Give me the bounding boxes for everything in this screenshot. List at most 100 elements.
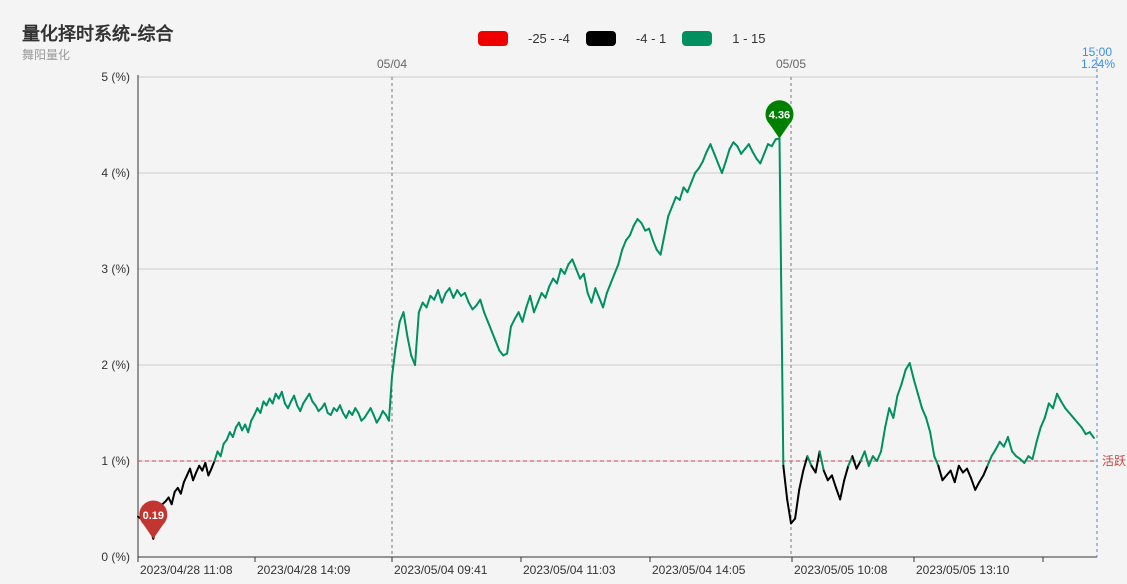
- x-tick-label: 2023/05/04 11:03: [523, 563, 616, 577]
- series-segment: [394, 320, 401, 347]
- series-segment: [329, 407, 335, 416]
- series-segment: [253, 407, 259, 416]
- series-segment: [448, 287, 455, 299]
- series-segment: [941, 474, 948, 482]
- series-segment: [536, 292, 543, 304]
- series-segment: [806, 455, 813, 467]
- series-segment: [1043, 402, 1050, 419]
- series-segment: [847, 455, 854, 467]
- day-marker-label: 05/04: [377, 57, 407, 71]
- series-segment: [794, 488, 801, 520]
- series-segment: [884, 407, 891, 429]
- series-segment: [582, 272, 589, 294]
- legend-item-range-1[interactable]: -25 - -4: [478, 31, 570, 46]
- series-segment: [937, 464, 944, 482]
- series-segment: [1080, 426, 1087, 436]
- series-segment: [957, 464, 964, 474]
- series-segment: [1068, 412, 1075, 419]
- series-segment: [667, 205, 674, 218]
- series-segment: [452, 289, 459, 299]
- series-segment: [1056, 392, 1063, 403]
- series-segment: [1076, 421, 1083, 429]
- series-segment: [671, 196, 677, 208]
- series-segment: [299, 402, 305, 413]
- series-segment: [1064, 407, 1071, 414]
- series-segment: [986, 455, 993, 467]
- max-marker-label: 4.36: [769, 109, 790, 121]
- y-tick-label: 3 (%): [101, 262, 130, 276]
- series-segment: [544, 285, 551, 299]
- y-tick-label: 0 (%): [101, 550, 130, 564]
- series-segment: [843, 464, 850, 482]
- series-segment: [598, 296, 605, 309]
- legend-item-range-3[interactable]: 1 - 15: [682, 31, 766, 46]
- series-segment: [697, 160, 704, 170]
- series-segment: [378, 410, 384, 419]
- legend-label: 1 - 15: [732, 31, 766, 46]
- series-segment: [479, 298, 486, 314]
- legend: -25 - -4 -4 - 1 1 - 15: [478, 31, 782, 46]
- series-segment: [170, 490, 176, 506]
- series-segment: [929, 431, 936, 458]
- series-segment: [265, 397, 271, 407]
- legend-swatch-red: [478, 31, 508, 46]
- legend-swatch-black: [585, 31, 616, 46]
- series-segment: [594, 287, 601, 299]
- series-segment: [602, 292, 608, 309]
- series-segment: [970, 477, 977, 491]
- series-segment: [1039, 416, 1046, 429]
- series-segment: [586, 292, 593, 304]
- series-segment: [851, 455, 858, 470]
- y-tick-label: 5 (%): [101, 70, 130, 84]
- series-segment: [250, 413, 256, 422]
- series-segment: [875, 450, 883, 462]
- series-segment: [387, 375, 393, 422]
- series-segment: [613, 263, 620, 275]
- series-segment: [814, 450, 821, 474]
- legend-item-range-2[interactable]: -4 - 1: [585, 31, 666, 46]
- series-segment: [896, 383, 903, 397]
- series-segment: [994, 440, 1001, 451]
- series-segment: [966, 467, 973, 480]
- series-segment: [867, 455, 874, 467]
- series-segment: [628, 224, 635, 237]
- series-segment: [678, 186, 685, 201]
- series-segment: [225, 431, 231, 441]
- series-segment: [663, 215, 670, 237]
- series-segment: [207, 467, 213, 477]
- series-segment: [605, 282, 612, 294]
- series-segment: [571, 258, 578, 270]
- series-segment: [912, 378, 919, 395]
- series-segment: [490, 330, 497, 342]
- day-marker-label: 05/05: [776, 57, 806, 71]
- series-segment: [456, 289, 463, 297]
- series-segment: [192, 471, 198, 482]
- series-segment: [1006, 436, 1014, 453]
- series-segment: [859, 450, 866, 462]
- series-segment: [247, 419, 253, 434]
- x-tick-label: 2023/04/28 11:08: [140, 563, 233, 577]
- series-segment: [433, 289, 440, 301]
- series-segment: [798, 469, 805, 491]
- series-segment: [563, 263, 570, 275]
- series-segment: [506, 325, 512, 355]
- min-marker-label: 0.19: [143, 510, 164, 522]
- series-segment: [717, 162, 723, 174]
- series-segment: [763, 143, 769, 155]
- series-segment: [1002, 436, 1009, 448]
- series-segment: [949, 469, 956, 484]
- series-segment: [925, 416, 932, 434]
- series-segment: [830, 474, 838, 489]
- y-tick-label: 2 (%): [101, 358, 130, 372]
- series-segment: [770, 138, 777, 148]
- series-segment: [1011, 450, 1018, 458]
- series-segment: [720, 160, 727, 174]
- series-segment: [990, 448, 997, 458]
- series-segment: [189, 467, 195, 482]
- series-segment: [759, 152, 766, 165]
- x-tick-label: 2023/05/05 10:08: [794, 563, 888, 577]
- series-segment: [686, 181, 693, 194]
- series-segment: [323, 402, 329, 414]
- x-tick-label: 2023/05/05 13:10: [916, 563, 1010, 577]
- series-segment: [933, 455, 940, 467]
